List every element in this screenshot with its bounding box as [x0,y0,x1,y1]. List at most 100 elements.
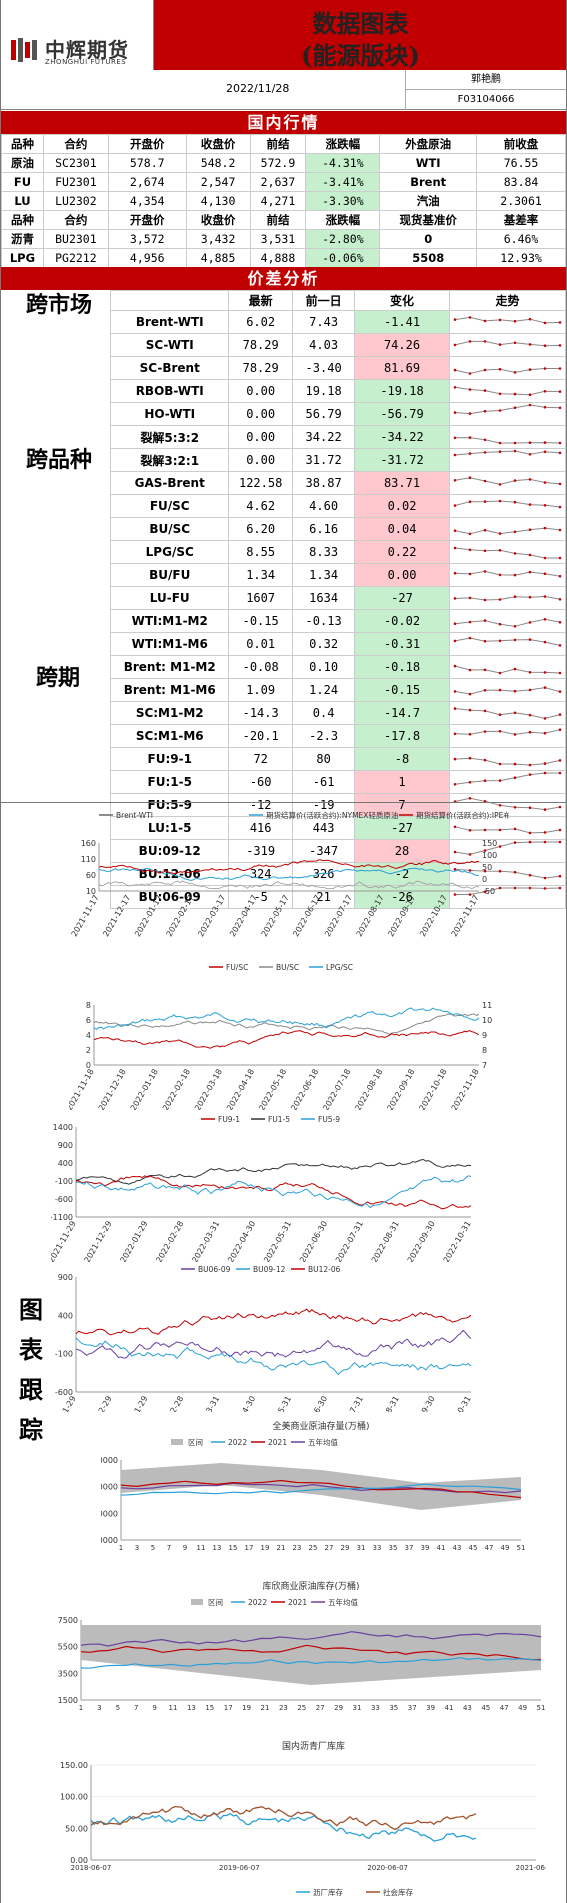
spread-value: 0.00 [228,448,294,473]
chart-tick-label: 23 [293,1544,302,1552]
chart-section-label: 图表跟踪 [19,1295,43,1444]
chart-tick-label: 2022-06-17 [291,894,322,939]
chart-tick-label: 2022-01-29 [119,1395,150,1413]
chart-tick-label: 3 [97,1704,101,1712]
spread-row: SC-Brent 78.29 -3.40 81.69 [1,356,567,381]
sparkline-icon [453,636,562,647]
legend-label: 2021 [268,1438,287,1447]
spread-name: SC:M1-M2 [110,701,230,726]
spread-value: -19.18 [354,379,450,404]
spread-value: 416 [228,816,294,841]
chart-tick-label: 2022-06-30 [298,1395,329,1413]
chart-tick-label: 2021-11-17 [70,894,101,939]
market-header-cell: 合约 [42,210,109,230]
spread-value: 0.4 [292,701,356,726]
market-cell: 2,637 [249,172,307,192]
market-header-cell: 基差率 [476,210,566,230]
chart-tick-label: 2022-03-31 [190,1395,221,1413]
chart-tick-label: -1100 [51,1213,73,1222]
market-header-cell: 外盘原油 [379,134,478,154]
chart-tick-label: 29 [341,1544,350,1552]
spread-value: -60 [228,770,294,795]
chart-tick-label: 23 [279,1704,288,1712]
chart-tick-label: 13 [187,1704,196,1712]
spread-value: 0.22 [354,540,450,565]
spread-value: 326 [292,862,356,887]
spread-value: -17.8 [354,724,450,749]
market-cell: 3,572 [107,229,187,249]
chart-tick-label: 5 [151,1544,155,1552]
sparkline-icon [453,707,562,720]
spread-value: 6.16 [292,517,356,542]
chart-tick-label: 49 [518,1704,527,1712]
spread-value: 8.55 [228,540,294,565]
sparkline-icon [453,686,562,696]
chart-tick-label: 43 [453,1544,462,1552]
market-cell: -3.41% [305,172,381,192]
spread-value: 1.34 [228,563,294,588]
sparkline-icon [453,316,562,325]
sparkline-icon [453,840,562,856]
spread-value: 122.58 [228,471,294,496]
sparkline-icon [453,436,562,445]
spread-group-cell [1,587,111,610]
spread-name: BU/FU [110,563,230,588]
market-cell: WTI [379,153,478,173]
spread-group-cell [1,472,111,495]
market-cell: -2.80% [305,229,381,249]
sparkline-icon [453,546,562,560]
spread-value: 19.18 [292,379,356,404]
chart-tick-label: 15 [205,1704,214,1712]
chart-tick-label: 37 [408,1704,417,1712]
chart-tick-label: 37 [405,1544,414,1552]
market-cell: 572.9 [249,153,307,173]
spread-value: -14.7 [354,701,450,726]
spread-value: 6.20 [228,517,294,542]
spread-sparkline [448,839,567,864]
chart-tick-label: 9 [152,1704,156,1712]
spread-name: Brent: M1-M2 [110,655,230,680]
market-cell: -4.31% [305,153,381,173]
market-cell: 4,354 [107,191,187,211]
logo: 中辉期货 ZHONGHUI FUTURES [1,0,153,70]
legend-label: 2022 [228,1438,247,1447]
spread-value: 0.04 [354,517,450,542]
chart-tick-label: 2022-07-18 [321,1068,352,1111]
spread-name: BU:09-12 [110,839,230,864]
chart-tick-label: 35 [389,1704,398,1712]
chart-us-crude-stocks: 全美商业原油存量(万桶) 区间 2022 2021 五年均值 60000 50000 4000… [101,1420,525,1552]
spread-group-cell [1,403,111,426]
spread-sparkline [448,563,567,588]
market-cell: LU2302 [42,191,109,211]
spread-value: 4.03 [292,333,356,358]
series-2022 [120,1483,522,1496]
spread-header-cell: 走势 [448,289,567,312]
legend-label: BU09-12 [253,1265,286,1274]
chart-tick-label: 45 [481,1704,490,1712]
chart-tick-label: 2022-03-18 [193,1068,224,1111]
chart-tick-label: 50 [482,863,492,872]
spread-group-cell [1,633,111,656]
spread-name: Brent: M1-M6 [110,678,230,703]
spread-group-cell [1,541,111,564]
chart-tick-label: 2022-09-18 [386,1068,417,1111]
chart-tick-label: 2021-11-29 [51,1220,78,1263]
chart-section [1,802,566,1903]
author: 郭艳鹏 [405,70,566,90]
chart-tick-label: 2021-12-29 [83,1220,114,1263]
spread-name: FU:5-9 [110,793,230,818]
spread-row: LPG/SC 8.55 8.33 0.22 [1,540,567,565]
spread-value: 0.10 [292,655,356,680]
spread-row: Brent: M1-M2 -0.08 0.10 -0.18 [1,655,567,680]
spread-value: -34.22 [354,425,450,450]
spread-row: FU:1-5 -60 -61 1 [1,770,567,795]
market-cell: PG2212 [42,248,109,268]
spread-value: -0.31 [354,632,450,657]
chart-tick-label: 2021-11-29 [51,1395,78,1413]
sparkline-icon [453,868,562,880]
series-fu-9-1 [75,1175,472,1210]
sparkline-icon [453,886,562,897]
spread-value: -31.72 [354,448,450,473]
sparkline-icon [453,595,562,602]
chart-tick-label: 39 [421,1544,430,1552]
